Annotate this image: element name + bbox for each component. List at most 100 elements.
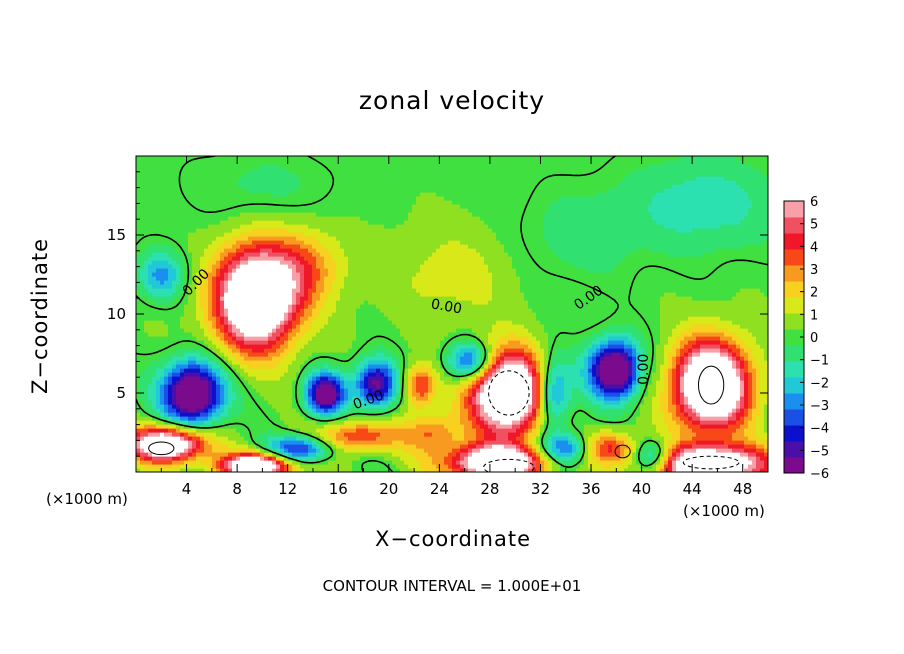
heat-cell: [240, 408, 245, 413]
heat-cell: [152, 448, 157, 453]
heat-cell: [764, 372, 768, 377]
heat-cell: [356, 416, 361, 421]
heat-cell: [220, 388, 225, 393]
heat-cell: [304, 404, 309, 409]
heat-cell: [240, 364, 245, 369]
heat-cell: [620, 348, 625, 353]
heat-cell: [716, 360, 721, 365]
heat-cell: [296, 408, 301, 413]
heat-cell: [576, 348, 581, 353]
heat-cell: [228, 364, 233, 369]
heat-cell: [228, 412, 233, 417]
heat-cell: [292, 468, 297, 472]
heat-cell: [380, 368, 385, 373]
heat-cell: [304, 440, 309, 445]
heat-cell: [700, 464, 705, 469]
heat-cell: [524, 384, 529, 389]
heat-cell: [728, 384, 733, 389]
heat-cell: [328, 372, 333, 377]
heat-cell: [260, 424, 265, 429]
heat-cell: [276, 408, 281, 413]
heat-cell: [440, 428, 445, 433]
heat-cell: [148, 364, 153, 369]
heat-cell: [592, 464, 597, 469]
heat-cell: [416, 388, 421, 393]
heat-cell: [272, 420, 277, 425]
heat-cell: [476, 452, 481, 457]
heat-cell: [764, 436, 768, 441]
heat-cell: [264, 456, 269, 461]
heat-cell: [292, 464, 297, 469]
heat-cell: [376, 380, 381, 385]
heat-cell: [400, 368, 405, 373]
heat-cell: [312, 368, 317, 373]
heat-cell: [540, 460, 545, 465]
heat-cell: [548, 404, 553, 409]
heat-cell: [684, 448, 689, 453]
heat-cell: [628, 428, 633, 433]
heat-cell: [744, 400, 749, 405]
heat-cell: [368, 380, 373, 385]
heat-cell: [280, 456, 285, 461]
heat-cell: [332, 468, 337, 472]
heat-cell: [708, 380, 713, 385]
heat-cell: [624, 448, 629, 453]
heat-cell: [704, 444, 709, 449]
heat-cell: [168, 404, 173, 409]
heat-cell: [320, 436, 325, 441]
heat-cell: [352, 460, 357, 465]
heat-cell: [496, 448, 501, 453]
heat-cell: [676, 452, 681, 457]
heat-cell: [648, 356, 653, 361]
heat-cell: [740, 428, 745, 433]
heat-cell: [300, 348, 305, 353]
heat-cell: [716, 432, 721, 437]
heat-cell: [408, 360, 413, 365]
heat-cell: [728, 388, 733, 393]
heat-cell: [640, 448, 645, 453]
heat-cell: [688, 380, 693, 385]
heat-cell: [572, 428, 577, 433]
heat-cell: [376, 392, 381, 397]
heat-cell: [472, 428, 477, 433]
heat-cell: [300, 360, 305, 365]
heat-cell: [332, 444, 337, 449]
heat-cell: [532, 384, 537, 389]
heat-cell: [424, 364, 429, 369]
heat-cell: [284, 384, 289, 389]
heat-cell: [356, 408, 361, 413]
heat-cell: [380, 448, 385, 453]
heat-cell: [172, 456, 177, 461]
heat-cell: [504, 440, 509, 445]
heat-cell: [632, 404, 637, 409]
heat-cell: [212, 368, 217, 373]
heat-cell: [268, 440, 273, 445]
heat-cell: [512, 436, 517, 441]
heat-cell: [388, 440, 393, 445]
heat-cell: [268, 360, 273, 365]
heat-cell: [656, 396, 661, 401]
heat-cell: [280, 452, 285, 457]
heat-cell: [692, 448, 697, 453]
heat-cell: [340, 360, 345, 365]
heat-cell: [552, 428, 557, 433]
heat-cell: [388, 452, 393, 457]
heat-cell: [676, 444, 681, 449]
heat-cell: [612, 416, 617, 421]
heat-cell: [712, 388, 717, 393]
heat-cell: [616, 352, 621, 357]
heat-cell: [708, 452, 713, 457]
heat-cell: [224, 344, 229, 349]
heat-cell: [568, 432, 573, 437]
heat-cell: [300, 400, 305, 405]
heat-cell: [324, 428, 329, 433]
heat-cell: [636, 356, 641, 361]
heat-cell: [368, 460, 373, 465]
heat-cell: [360, 456, 365, 461]
heat-cell: [308, 436, 313, 441]
heat-cell: [232, 400, 237, 405]
heat-cell: [712, 368, 717, 373]
heat-cell: [732, 444, 737, 449]
heat-cell: [224, 468, 229, 472]
heat-cell: [708, 384, 713, 389]
